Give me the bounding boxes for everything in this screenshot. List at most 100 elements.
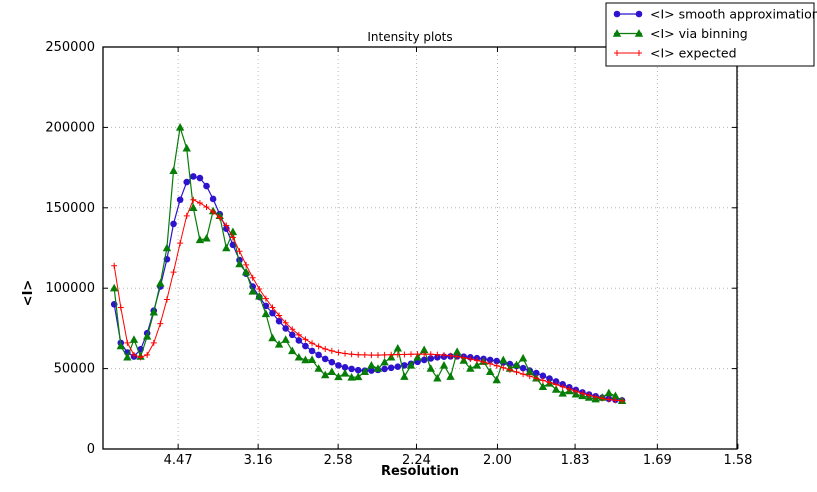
data-point-plus xyxy=(137,354,144,361)
data-point-plus xyxy=(124,339,131,346)
data-point-plus xyxy=(368,352,375,359)
data-point-plus xyxy=(572,388,579,395)
x-tick-label: 2.58 xyxy=(324,453,353,468)
data-point-plus xyxy=(394,351,401,358)
x-tick-label: 1.58 xyxy=(723,453,752,468)
data-point-triangle xyxy=(380,357,389,366)
data-point-triangle xyxy=(301,355,310,364)
data-point-plus xyxy=(440,352,447,359)
y-axis-label: <I> xyxy=(21,280,36,307)
data-point-plus xyxy=(289,326,296,333)
data-point-circle xyxy=(532,369,540,377)
data-point-circle xyxy=(282,325,289,332)
data-point-plus xyxy=(506,366,513,373)
data-point-triangle xyxy=(294,352,304,361)
data-point-triangle xyxy=(538,382,548,390)
data-point-plus xyxy=(361,351,368,358)
data-point-plus xyxy=(223,222,230,229)
data-point-plus xyxy=(579,390,586,397)
data-point-triangle xyxy=(123,352,132,361)
data-point-plus xyxy=(243,261,250,268)
series-line xyxy=(113,127,623,402)
data-point-circle xyxy=(321,355,329,363)
data-point-plus xyxy=(636,50,642,56)
data-point-plus xyxy=(533,375,540,382)
data-point-circle xyxy=(262,302,270,310)
data-point-circle xyxy=(341,364,349,371)
data-point-plus xyxy=(520,371,527,378)
data-point-plus xyxy=(256,286,263,293)
data-point-plus xyxy=(302,336,309,343)
data-point-triangle xyxy=(261,309,271,318)
chart-title: Intensity plots xyxy=(367,30,452,44)
legend-item: <I> expected xyxy=(614,46,737,61)
data-point-circle xyxy=(308,347,316,355)
data-point-circle xyxy=(203,182,210,190)
data-point-circle xyxy=(176,196,184,204)
data-point-circle xyxy=(183,178,191,186)
data-point-circle xyxy=(354,366,362,374)
data-point-plus xyxy=(163,296,170,303)
data-point-plus xyxy=(605,396,612,403)
data-point-triangle xyxy=(189,203,198,211)
legend-label: <I> expected xyxy=(650,46,737,61)
legend-item: <I> smooth approximation xyxy=(613,7,817,22)
data-point-circle xyxy=(348,365,355,373)
data-point-circle xyxy=(368,367,375,374)
data-point-triangle xyxy=(347,373,356,381)
y-tick-label: 50000 xyxy=(54,362,95,377)
data-point-plus xyxy=(170,269,177,276)
data-point-triangle xyxy=(175,123,185,131)
data-point-plus xyxy=(592,393,599,400)
data-point-plus xyxy=(309,340,316,347)
data-point-circle xyxy=(427,355,435,362)
data-point-triangle xyxy=(162,243,172,252)
y-tick-label: 150000 xyxy=(45,201,95,216)
data-point-plus xyxy=(513,368,520,375)
data-point-triangle xyxy=(393,343,402,352)
data-point-plus xyxy=(407,351,414,358)
data-point-plus xyxy=(553,381,560,388)
data-point-circle xyxy=(315,351,322,359)
data-point-plus xyxy=(546,379,553,386)
data-point-plus xyxy=(427,351,434,358)
data-point-triangle xyxy=(439,360,449,369)
data-point-plus xyxy=(388,351,395,358)
data-point-circle xyxy=(295,337,303,344)
data-point-triangle xyxy=(307,355,317,363)
data-point-plus xyxy=(500,364,507,371)
data-point-plus xyxy=(276,312,283,319)
data-point-plus xyxy=(526,373,533,380)
x-tick-label: 3.16 xyxy=(244,453,273,468)
data-point-triangle xyxy=(499,355,508,364)
data-point-triangle xyxy=(426,364,435,372)
data-point-plus xyxy=(295,331,302,338)
data-point-plus xyxy=(414,351,421,358)
data-point-circle xyxy=(275,317,283,325)
x-axis-label: Resolution xyxy=(381,464,459,479)
legend-item: <I> via binning xyxy=(612,26,748,41)
data-point-triangle xyxy=(195,235,205,244)
data-point-plus xyxy=(144,351,151,358)
data-point-plus xyxy=(210,208,217,215)
x-tick-label: 4.47 xyxy=(164,453,193,468)
data-point-triangle xyxy=(611,391,620,400)
data-point-triangle xyxy=(235,259,244,268)
data-point-triangle xyxy=(327,367,337,376)
data-point-triangle xyxy=(446,372,455,380)
data-point-triangle xyxy=(321,370,330,379)
data-point-triangle xyxy=(274,340,284,348)
data-point-circle xyxy=(335,362,342,369)
data-point-circle xyxy=(546,375,553,382)
data-point-triangle xyxy=(558,388,567,397)
data-point-triangle xyxy=(452,347,462,355)
data-point-triangle xyxy=(400,372,409,380)
legend: <I> smooth approximation <I> via binning <… xyxy=(605,2,817,67)
data-point-plus xyxy=(381,351,388,358)
data-point-triangle xyxy=(466,364,475,372)
data-point-plus xyxy=(229,234,236,241)
data-point-circle xyxy=(539,372,547,380)
data-point-triangle xyxy=(360,367,370,376)
data-point-triangle xyxy=(202,233,211,242)
data-point-circle xyxy=(387,364,395,372)
